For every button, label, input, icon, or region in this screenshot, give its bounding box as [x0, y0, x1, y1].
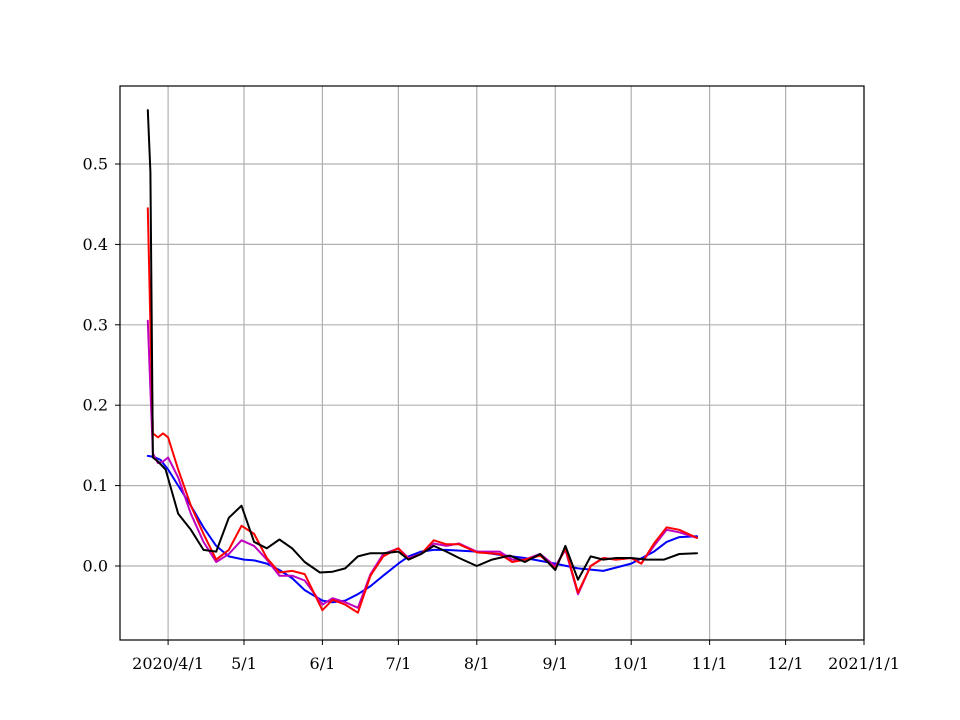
- y-axis: 0.0 0.1 0.2 0.3 0.4 0.5: [83, 155, 120, 576]
- x-tick-label: 5/1: [231, 654, 257, 673]
- x-tick-label: 11/1: [692, 654, 728, 673]
- x-tick-label: 12/1: [768, 654, 804, 673]
- grid-lines: [120, 86, 865, 640]
- series-line-3: [146, 109, 698, 581]
- y-tick-label: 0.2: [83, 396, 108, 415]
- y-tick-label: 0.4: [83, 235, 108, 254]
- y-tick-label: 0.3: [83, 315, 108, 334]
- y-tick-label: 0.1: [83, 476, 108, 495]
- x-tick-label: 2021/1/1: [828, 654, 900, 673]
- x-tick-label: 2020/4/1: [132, 654, 204, 673]
- y-tick-label: 0.5: [83, 155, 108, 174]
- x-tick-label: 9/1: [542, 654, 568, 673]
- x-axis: 2020/4/1 5/1 6/1 7/1 8/1 9/1 10/1 11/1 12/1 2021/…: [132, 640, 900, 673]
- x-tick-label: 10/1: [613, 654, 649, 673]
- series-lines: [146, 109, 698, 614]
- plot-frame: [119, 85, 865, 641]
- x-tick-label: 8/1: [464, 654, 490, 673]
- x-tick-label: 6/1: [310, 654, 336, 673]
- y-tick-label: 0.0: [83, 557, 108, 576]
- x-tick-label: 7/1: [386, 654, 412, 673]
